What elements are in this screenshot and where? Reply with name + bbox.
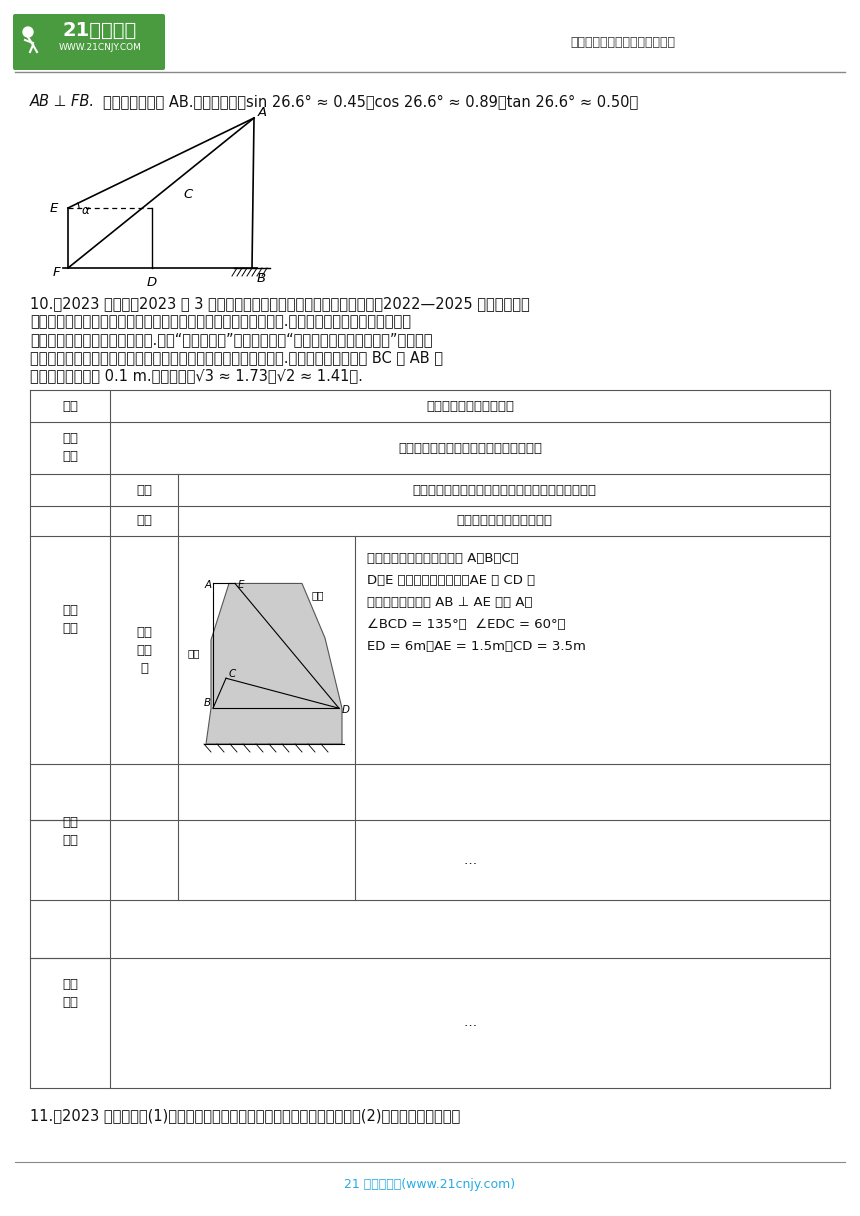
Text: F: F (52, 266, 60, 280)
Text: 母亲河驳岸的调研与计算: 母亲河驳岸的调研与计算 (426, 400, 514, 412)
Text: 驳岸
剖面
图: 驳岸 剖面 图 (136, 625, 152, 675)
Text: 求该景观灯的高 AB.（参考数据：sin 26.6° ≈ 0.45，cos 26.6° ≈ 0.89，tan 26.6° ≈ 0.50）: 求该景观灯的高 AB.（参考数据：sin 26.6° ≈ 0.45，cos 26… (103, 94, 638, 109)
Text: C: C (183, 187, 193, 201)
Text: D、E 在同一竖直平面内，AE 与 CD 均: D、E 在同一竖直平面内，AE 与 CD 均 (367, 574, 535, 587)
Text: E: E (238, 580, 244, 591)
Text: 境内有汾河、桑干河、洋河、清漳河、浊漳河、沁河六条河流入选.在推进实施母亲河复苏行动中，: 境内有汾河、桑干河、洋河、清漳河、浊漳河、沁河六条河流入选.在推进实施母亲河复苏… (30, 314, 411, 330)
Text: …: … (464, 1017, 476, 1030)
Circle shape (23, 27, 33, 36)
Text: 21 世纪教育网(www.21cnjy.com): 21 世纪教育网(www.21cnjy.com) (345, 1178, 515, 1190)
Text: ∠BCD = 135°，  ∠EDC = 60°，: ∠BCD = 135°， ∠EDC = 60°， (367, 618, 566, 631)
Text: 与地面平行，岸墙 AB ⊥ AE 于点 A，: 与地面平行，岸墙 AB ⊥ AE 于点 A， (367, 596, 532, 609)
Text: 长度（结果精确到 0.1 m.参考数据：√3 ≈ 1.73，√2 ≈ 1.41）.: 长度（结果精确到 0.1 m.参考数据：√3 ≈ 1.73，√2 ≈ 1.41）… (30, 368, 363, 383)
Text: 交流
展示: 交流 展示 (62, 979, 78, 1009)
Text: 课题: 课题 (62, 400, 78, 412)
Text: 计算
结果: 计算 结果 (62, 816, 78, 848)
Text: 资料查阅、水利部门走访、实地查看了解: 资料查阅、水利部门走访、实地查看了解 (398, 441, 542, 455)
Text: 水面: 水面 (188, 648, 200, 658)
Text: A: A (258, 107, 267, 119)
Text: 材料: 材料 (136, 514, 152, 528)
Text: 相关数据及说明，图中，点 A、B、C、: 相关数据及说明，图中，点 A、B、C、 (367, 552, 519, 565)
Polygon shape (206, 584, 342, 744)
Text: C: C (229, 669, 237, 680)
Text: AB ⊥ FB.: AB ⊥ FB. (30, 94, 95, 109)
Text: A: A (205, 580, 212, 591)
Text: D: D (147, 276, 157, 288)
Text: E: E (50, 202, 58, 214)
Text: D: D (342, 705, 350, 715)
Text: 21世纪教育: 21世纪教育 (63, 21, 137, 39)
Text: WWW.21CNJY.COM: WWW.21CNJY.COM (58, 44, 141, 52)
Text: 中小学教育资源及组卷应用平台: 中小学教育资源及组卷应用平台 (570, 35, 675, 49)
Text: 需要砌筑洛种驳岸（也叫护坡）.某校“综合与实践”小组的同学把“母亲河驳岸的调研与计算”作为一项: 需要砌筑洛种驳岸（也叫护坡）.某校“综合与实践”小组的同学把“母亲河驳岸的调研与… (30, 332, 433, 347)
Text: 功能: 功能 (136, 484, 152, 496)
Text: 11.【2023 年江西】图(1)是某红色文化主题公园内的雕塑，将其抽象成如图(2)所示的示意图，已知: 11.【2023 年江西】图(1)是某红色文化主题公园内的雕塑，将其抽象成如图(… (30, 1108, 460, 1124)
Text: 驳岸是用来保护河岸，阻止河岸崩塌或冲刷的构筑物: 驳岸是用来保护河岸，阻止河岸崩塌或冲刷的构筑物 (412, 484, 596, 496)
Text: 调查
内容: 调查 内容 (62, 603, 78, 635)
Text: B: B (257, 271, 266, 285)
Text: 调查
方式: 调查 方式 (62, 433, 78, 463)
Text: …: … (464, 854, 476, 867)
Text: 所需材料为石料、混凝土等: 所需材料为石料、混凝土等 (456, 514, 552, 528)
Text: 地面: 地面 (312, 591, 324, 601)
Text: ED = 6m，AE = 1.5m，CD = 3.5m: ED = 6m，AE = 1.5m，CD = 3.5m (367, 640, 586, 653)
Text: B: B (204, 698, 211, 708)
Text: α: α (82, 204, 89, 218)
FancyBboxPatch shape (13, 15, 165, 71)
Text: 10.【2023 年山西】2023 年 3 月，水利部印发《母亲河复苏行动河湖名单（2022—2025 年）》，我省: 10.【2023 年山西】2023 年 3 月，水利部印发《母亲河复苏行动河湖名… (30, 295, 530, 311)
Text: 课题活动，利用课余时间完成了实践调查，并形成了如下活动报告.请根据活动报告计算 BC 和 AB 的: 课题活动，利用课余时间完成了实践调查，并形成了如下活动报告.请根据活动报告计算 … (30, 350, 443, 365)
